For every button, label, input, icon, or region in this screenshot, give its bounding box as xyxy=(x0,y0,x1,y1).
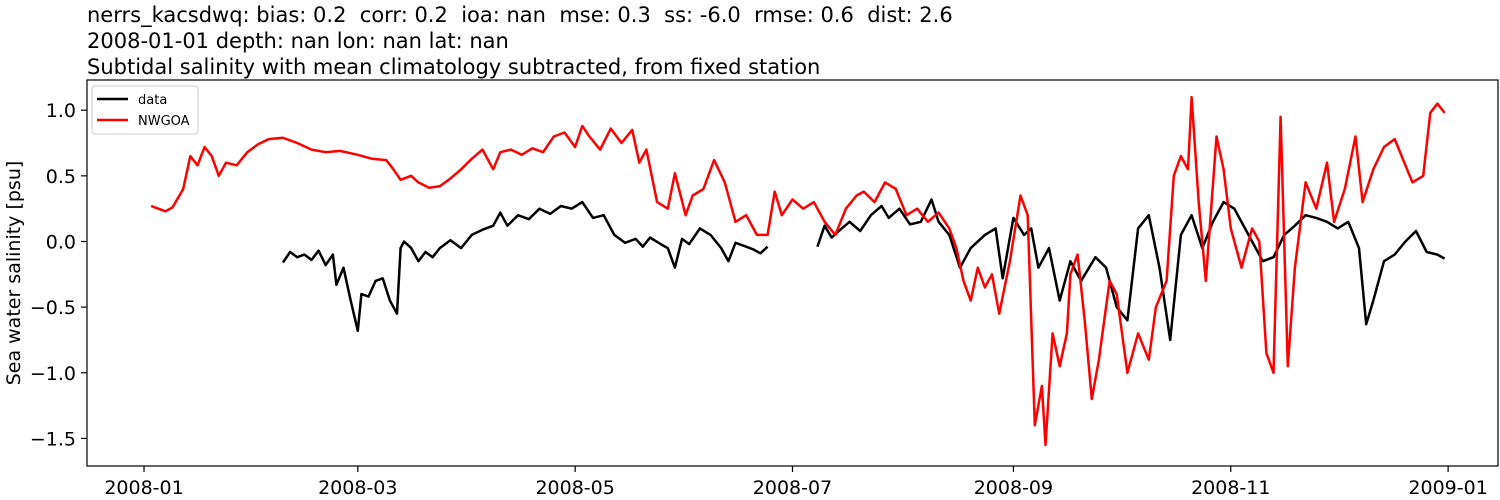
series-line-data xyxy=(816,198,1446,342)
chart-title: nerrs_kacsdwq: bias: 0.2 corr: 0.2 ioa: … xyxy=(87,2,953,80)
x-tick-label: 2008-03 xyxy=(318,477,397,499)
title-line-3: Subtidal salinity with mean climatology … xyxy=(87,55,821,79)
x-tick-label: 2008-01 xyxy=(104,477,183,499)
x-tick-label: 2008-09 xyxy=(974,477,1053,499)
plot-frame xyxy=(86,79,1499,467)
legend: data NWGOA xyxy=(91,85,199,135)
x-tick-label: 2008-11 xyxy=(1191,477,1270,499)
series-line-nwgoa xyxy=(150,95,1446,447)
legend-label-data: data xyxy=(138,93,167,108)
series-line-data xyxy=(281,200,769,333)
x-tick-label: 2008-05 xyxy=(535,477,614,499)
x-tick-label: 2009-01 xyxy=(1408,477,1487,499)
legend-label-nwgoa: NWGOA xyxy=(138,114,190,129)
y-tick-label: 1.0 xyxy=(46,100,76,122)
title-line-1: nerrs_kacsdwq: bias: 0.2 corr: 0.2 ioa: … xyxy=(87,3,953,27)
axis-layer: 2008-01 2008-03 2008-05 2008-07 2008-09 2008-… xyxy=(30,100,1488,499)
y-axis-label: Sea water salinity [psu] xyxy=(3,161,25,386)
y-tick-label: −1.0 xyxy=(30,363,76,385)
title-line-2: 2008-01-01 depth: nan lon: nan lat: nan xyxy=(87,29,509,53)
y-tick-label: −1.5 xyxy=(30,428,76,450)
y-tick-label: 0.0 xyxy=(46,231,76,253)
series-layer xyxy=(150,95,1446,447)
y-tick-label: 0.5 xyxy=(46,166,76,188)
y-tick-label: −0.5 xyxy=(30,297,76,319)
x-tick-label: 2008-07 xyxy=(753,477,832,499)
